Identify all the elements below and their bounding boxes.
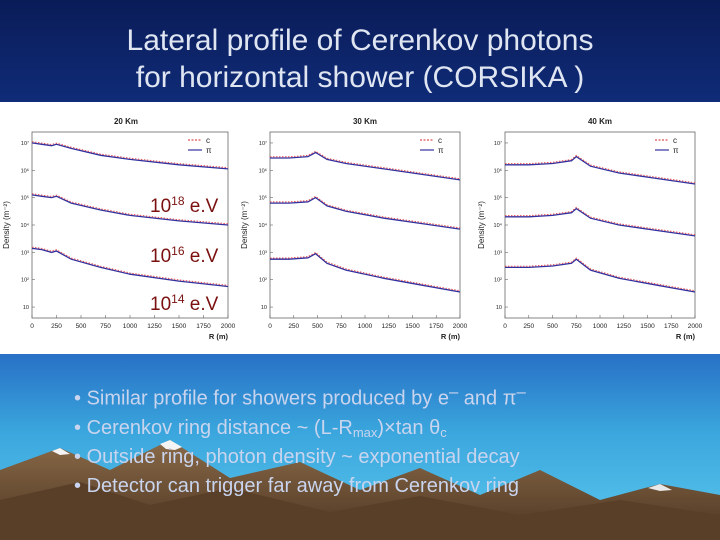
series-line-pion (505, 155, 696, 185)
y-tick-label: 10⁶ (21, 167, 29, 174)
series-line-pion (31, 247, 229, 288)
series-line-pion (505, 258, 696, 293)
chart-title: 40 Km (588, 117, 612, 126)
x-tick-label: 750 (571, 323, 582, 330)
x-tick-label: 2000 (221, 323, 236, 330)
series-line-electron (31, 193, 229, 225)
y-tick-label: 10² (21, 278, 29, 284)
legend-label-electron: c (206, 136, 210, 145)
x-tick-label: 500 (547, 323, 558, 330)
x-tick-label: 2000 (453, 323, 468, 330)
series-line-pion (31, 142, 229, 170)
title-line-1: Lateral profile of Cerenkov photons (126, 24, 594, 57)
x-tick-label: 250 (51, 323, 62, 330)
chart-title: 30 Km (353, 117, 377, 126)
y-tick-label: 10⁷ (21, 140, 29, 147)
energy-label: 1018 e.V (150, 194, 219, 217)
x-tick-label: 1750 (429, 323, 444, 330)
series-line-pion (505, 207, 696, 237)
x-tick-label: 1000 (593, 323, 608, 330)
y-tick-label: 10⁵ (494, 195, 502, 202)
x-tick-label: 1250 (617, 323, 632, 330)
series-line-pion (31, 194, 229, 226)
series-line-electron (270, 150, 461, 180)
y-tick-label: 10⁵ (259, 195, 267, 202)
series-line-electron (31, 141, 229, 169)
y-axis-label: Density (m⁻²) (240, 201, 249, 249)
y-tick-label: 10³ (259, 250, 267, 256)
x-axis-label: R (m) (676, 332, 696, 341)
chart-3: 40 Km Density (m⁻²) 10⁷ 10⁶ 10⁵ 10⁴ 10³ 10² 10 0 2… (477, 117, 703, 341)
x-tick-label: 0 (503, 323, 507, 330)
y-tick-label: 10⁴ (259, 222, 268, 229)
x-tick-label: 0 (268, 323, 272, 330)
y-tick-label: 10⁴ (494, 222, 503, 229)
y-tick-label: 10⁷ (259, 140, 267, 147)
x-tick-label: 750 (100, 323, 111, 330)
x-tick-label: 500 (312, 323, 323, 330)
x-tick-label: 2000 (688, 323, 703, 330)
y-tick-label: 10³ (21, 250, 29, 256)
chart-2: 30 Km Density (m⁻²) 10⁷ 10⁶ 10⁵ 10⁴ 10³ 10² 10 0 2… (240, 117, 468, 341)
x-tick-label: 1750 (196, 323, 211, 330)
chart-title: 20 Km (114, 117, 138, 126)
x-tick-label: 1500 (172, 323, 187, 330)
x-tick-label: 1500 (405, 323, 420, 330)
bullet-list: • Similar profile for showers produced b… (74, 377, 714, 501)
y-tick-label: 10 (261, 305, 267, 311)
x-tick-label: 0 (30, 323, 34, 330)
x-tick-label: 1250 (147, 323, 162, 330)
title-line-2: for horizontal shower (CORSIKA ) (135, 61, 585, 94)
y-tick-label: 10³ (494, 250, 502, 256)
mountain-range (0, 440, 720, 540)
legend-label-pion: π (438, 146, 444, 155)
y-axis-label: Density (m⁻²) (2, 201, 11, 249)
y-tick-label: 10⁵ (21, 195, 29, 202)
series-line-pion (270, 196, 461, 230)
legend-label-pion: π (206, 146, 212, 155)
bullet-item: • Cerenkov ring distance ~ (L-Rmax)×tan … (74, 416, 447, 440)
series-line-electron (505, 154, 696, 184)
y-tick-label: 10² (259, 278, 267, 284)
legend-label-electron: c (438, 136, 442, 145)
y-tick-label: 10⁷ (494, 140, 502, 147)
slide-title: Lateral profile of Cerenkov photons for … (0, 22, 720, 96)
y-tick-label: 10⁶ (259, 167, 267, 174)
x-tick-label: 250 (288, 323, 299, 330)
plot-frame (504, 131, 696, 319)
x-tick-label: 1000 (358, 323, 373, 330)
x-tick-label: 1750 (664, 323, 679, 330)
series-line-electron (505, 257, 696, 292)
chart-panel (0, 102, 720, 354)
x-axis-label: R (m) (209, 332, 229, 341)
x-tick-label: 1000 (123, 323, 138, 330)
y-axis-label: Density (m⁻²) (477, 201, 486, 249)
bullet-item: • Similar profile for showers produced b… (74, 382, 526, 410)
x-tick-label: 1250 (382, 323, 397, 330)
series-line-pion (270, 252, 461, 293)
series-line-electron (505, 206, 696, 236)
series-line-electron (270, 195, 461, 229)
series-line-electron (270, 251, 461, 292)
energy-label: 1014 e.V (150, 292, 219, 315)
y-tick-label: 10⁴ (21, 222, 30, 229)
x-axis-label: R (m) (441, 332, 461, 341)
series-line-pion (270, 151, 461, 181)
y-tick-label: 10⁶ (494, 167, 502, 174)
series-line-electron (31, 246, 229, 286)
bullet-item: • Detector can trigger far away from Cer… (74, 474, 519, 497)
chart-1: 20 Km Density (m⁻²) 10⁷ 10⁶ 10⁵ 10⁴ 10³ 10² 10 0 2… (2, 117, 236, 341)
y-tick-label: 10 (496, 305, 502, 311)
x-tick-label: 250 (523, 323, 534, 330)
y-tick-label: 10 (23, 305, 29, 311)
x-tick-label: 750 (336, 323, 347, 330)
x-tick-label: 500 (76, 323, 87, 330)
y-tick-label: 10² (494, 278, 502, 284)
legend-label-electron: c (673, 136, 677, 145)
energy-label: 1016 e.V (150, 244, 219, 267)
lateral-profile-charts: 20 Km Density (m⁻²) 10⁷ 10⁶ 10⁵ 10⁴ 10³ 10² 10 0 2… (2, 117, 703, 341)
bullet-item: • Outside ring, photon density ~ exponen… (74, 445, 520, 468)
legend-label-pion: π (673, 146, 679, 155)
x-tick-label: 1500 (640, 323, 655, 330)
